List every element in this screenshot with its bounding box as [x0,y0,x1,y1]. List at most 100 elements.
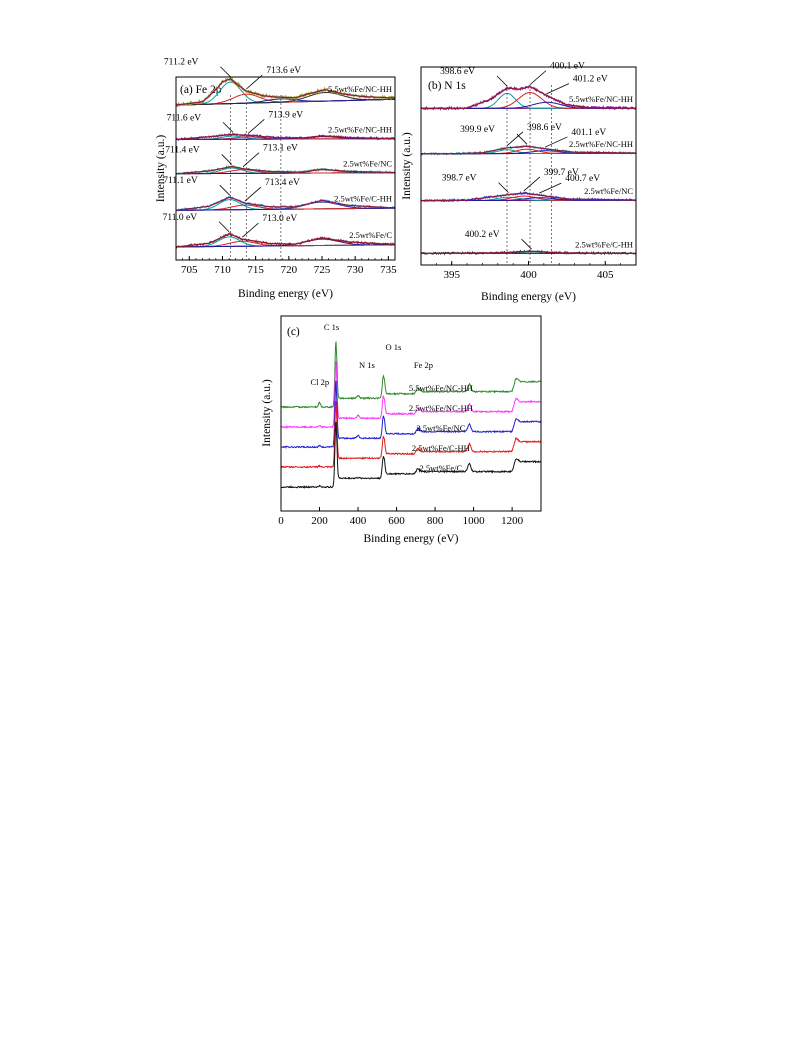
peak-label: C 1s [324,322,339,332]
annotation-arrow [545,136,568,148]
fit-envelope [175,165,395,175]
peak-annotation: 401.2 eV [573,75,608,85]
peak-annotation: 713.0 eV [262,214,297,224]
sample-label: 5.5wt%Fe/NC-HH [409,383,473,393]
component-peak [176,238,396,248]
sample-label: 2.5wt%Fe/C-HH [412,443,470,453]
panel-c-frame [280,315,542,512]
survey-spectrum [280,361,542,429]
sample-label: 2.5wt%Fe/NC-HH [328,124,392,134]
annotation-arrow [219,184,231,196]
survey-spectrum [280,401,542,469]
component-peak [176,201,396,211]
annotation-arrow [523,176,541,192]
panel-b-title: (b) N 1s [428,80,466,92]
peak-annotation: 398.6 eV [440,67,475,77]
fit-envelope [175,233,395,248]
fit-envelope [421,250,636,254]
fit-envelope [175,196,395,211]
annotation-arrow [506,131,524,147]
survey-spectrum [280,380,541,449]
x-tick-label: 710 [214,264,231,276]
sample-label: 2.5wt%Fe/C-HH [334,194,392,204]
peak-annotation: 400.7 eV [565,174,600,184]
sample-label: 2.5wt%Fe/NC [416,423,465,433]
series-2.5wt%Fe/C-HH: 2.5wt%Fe/C-HH 400.2 eV [420,230,637,256]
x-tick-label: 400 [520,269,537,281]
annotation-arrow [218,221,230,233]
x-tick-label: 395 [443,269,460,281]
annotation-arrow [244,186,262,202]
component-peak [175,92,395,106]
x-tick-label: 735 [380,264,397,276]
peak-annotation: 400.2 eV [465,230,500,240]
peak-annotation: 711.4 eV [165,145,200,155]
annotation-arrow [521,238,532,250]
x-tick-label: 1000 [463,515,486,527]
series-2.5wt%Fe/NC-HH: 2.5wt%Fe/NC-HH 711.6 eV 713.9 eV [167,110,396,142]
sample-label: 5.5wt%Fe/NC-HH [569,94,633,104]
sample-label: 2.5wt%Fe/C-HH [575,239,633,249]
fit-envelope [421,192,637,202]
x-tick-label: 715 [247,264,264,276]
x-tick-label: 1200 [501,515,524,527]
sample-label: 2.5wt%Fe/NC [584,186,633,196]
annotation-arrow [221,154,233,165]
panel-a-ylabel: Intensity (a.u.) [155,135,167,203]
annotation-arrow [546,83,570,94]
annotation-arrow [496,75,508,87]
peak-annotation: 713.4 eV [265,178,300,188]
peak-label: O 1s [385,342,401,352]
panel-c-xlabel: Binding energy (eV) [364,533,459,545]
peak-label: Fe 2p [414,360,433,370]
annotation-arrow [248,119,265,134]
peak-annotation: 711.0 eV [163,213,198,223]
series-2.5wt%Fe/C-HH: 2.5wt%Fe/C-HH 711.1 eV 713.4 eV [163,176,396,212]
x-tick-label: 200 [311,515,328,527]
x-tick-label: 800 [427,515,444,527]
peak-annotation: 713.9 eV [268,110,303,120]
panel-b-n1s: (b) N 1s 395 400 405 5.5wt%Fe/NC-HH 398.6 eV… [401,62,637,303]
sample-label: 2.5wt%Fe/C [349,230,392,240]
peak-annotation: 711.1 eV [163,176,198,186]
panel-a-fe2p: (a) Fe 2p 705 710 715 720 725 730 7355.5wt%Fe/… [155,58,397,300]
x-tick-label: 725 [314,264,331,276]
x-tick-label: 730 [347,264,364,276]
fit-envelope [175,133,395,140]
peak-annotation: 399.9 eV [460,125,495,135]
annotation-arrow [539,182,562,194]
annotation-arrow [222,122,234,133]
sample-label: 2.5wt%Fe/NC [343,158,392,168]
peak-annotation: 398.6 eV [527,123,562,133]
panel-b-xlabel: Binding energy (eV) [481,291,576,303]
annotation-arrow [498,182,509,193]
x-tick-label: 720 [281,264,298,276]
x-tick-label: 705 [181,264,198,276]
peak-annotation: 711.2 eV [164,58,199,68]
x-tick-label: 405 [597,269,614,281]
fit-envelope [421,145,636,155]
panel-b-ylabel: Intensity (a.u.) [401,132,413,200]
annotation-arrow [242,222,259,238]
annotation-arrow [220,66,231,78]
annotation-arrow [529,70,547,85]
peak-label: Cl 2p [311,377,330,387]
peak-annotation: 711.6 eV [167,113,202,123]
sample-label: 2.5wt%Fe/C [419,463,462,473]
peak-annotation: 398.7 eV [442,174,477,184]
peak-annotation: 401.1 eV [571,128,606,138]
sample-label: 2.5wt%Fe/NC-HH [569,139,633,149]
series-2.5wt%Fe/NC-HH: 2.5wt%Fe/NC-HH 399.9 eV 398.6 eV 401.1 eV [420,123,637,156]
fit-envelope [175,78,395,106]
fit-envelope [421,86,636,109]
panel-b-frame [420,66,637,266]
annotation-arrow [242,152,260,168]
peak-annotation: 713.1 eV [263,144,298,154]
panel-a-frame [175,76,396,261]
peak-label: N 1s [359,360,375,370]
x-tick-label: 400 [350,515,367,527]
x-tick-label: 600 [388,515,405,527]
series-5.5wt%Fe/NC-HH: 5.5wt%Fe/NC-HH 711.2 eV 713.6 eV [164,58,396,108]
peak-annotation: 713.6 eV [266,66,301,76]
